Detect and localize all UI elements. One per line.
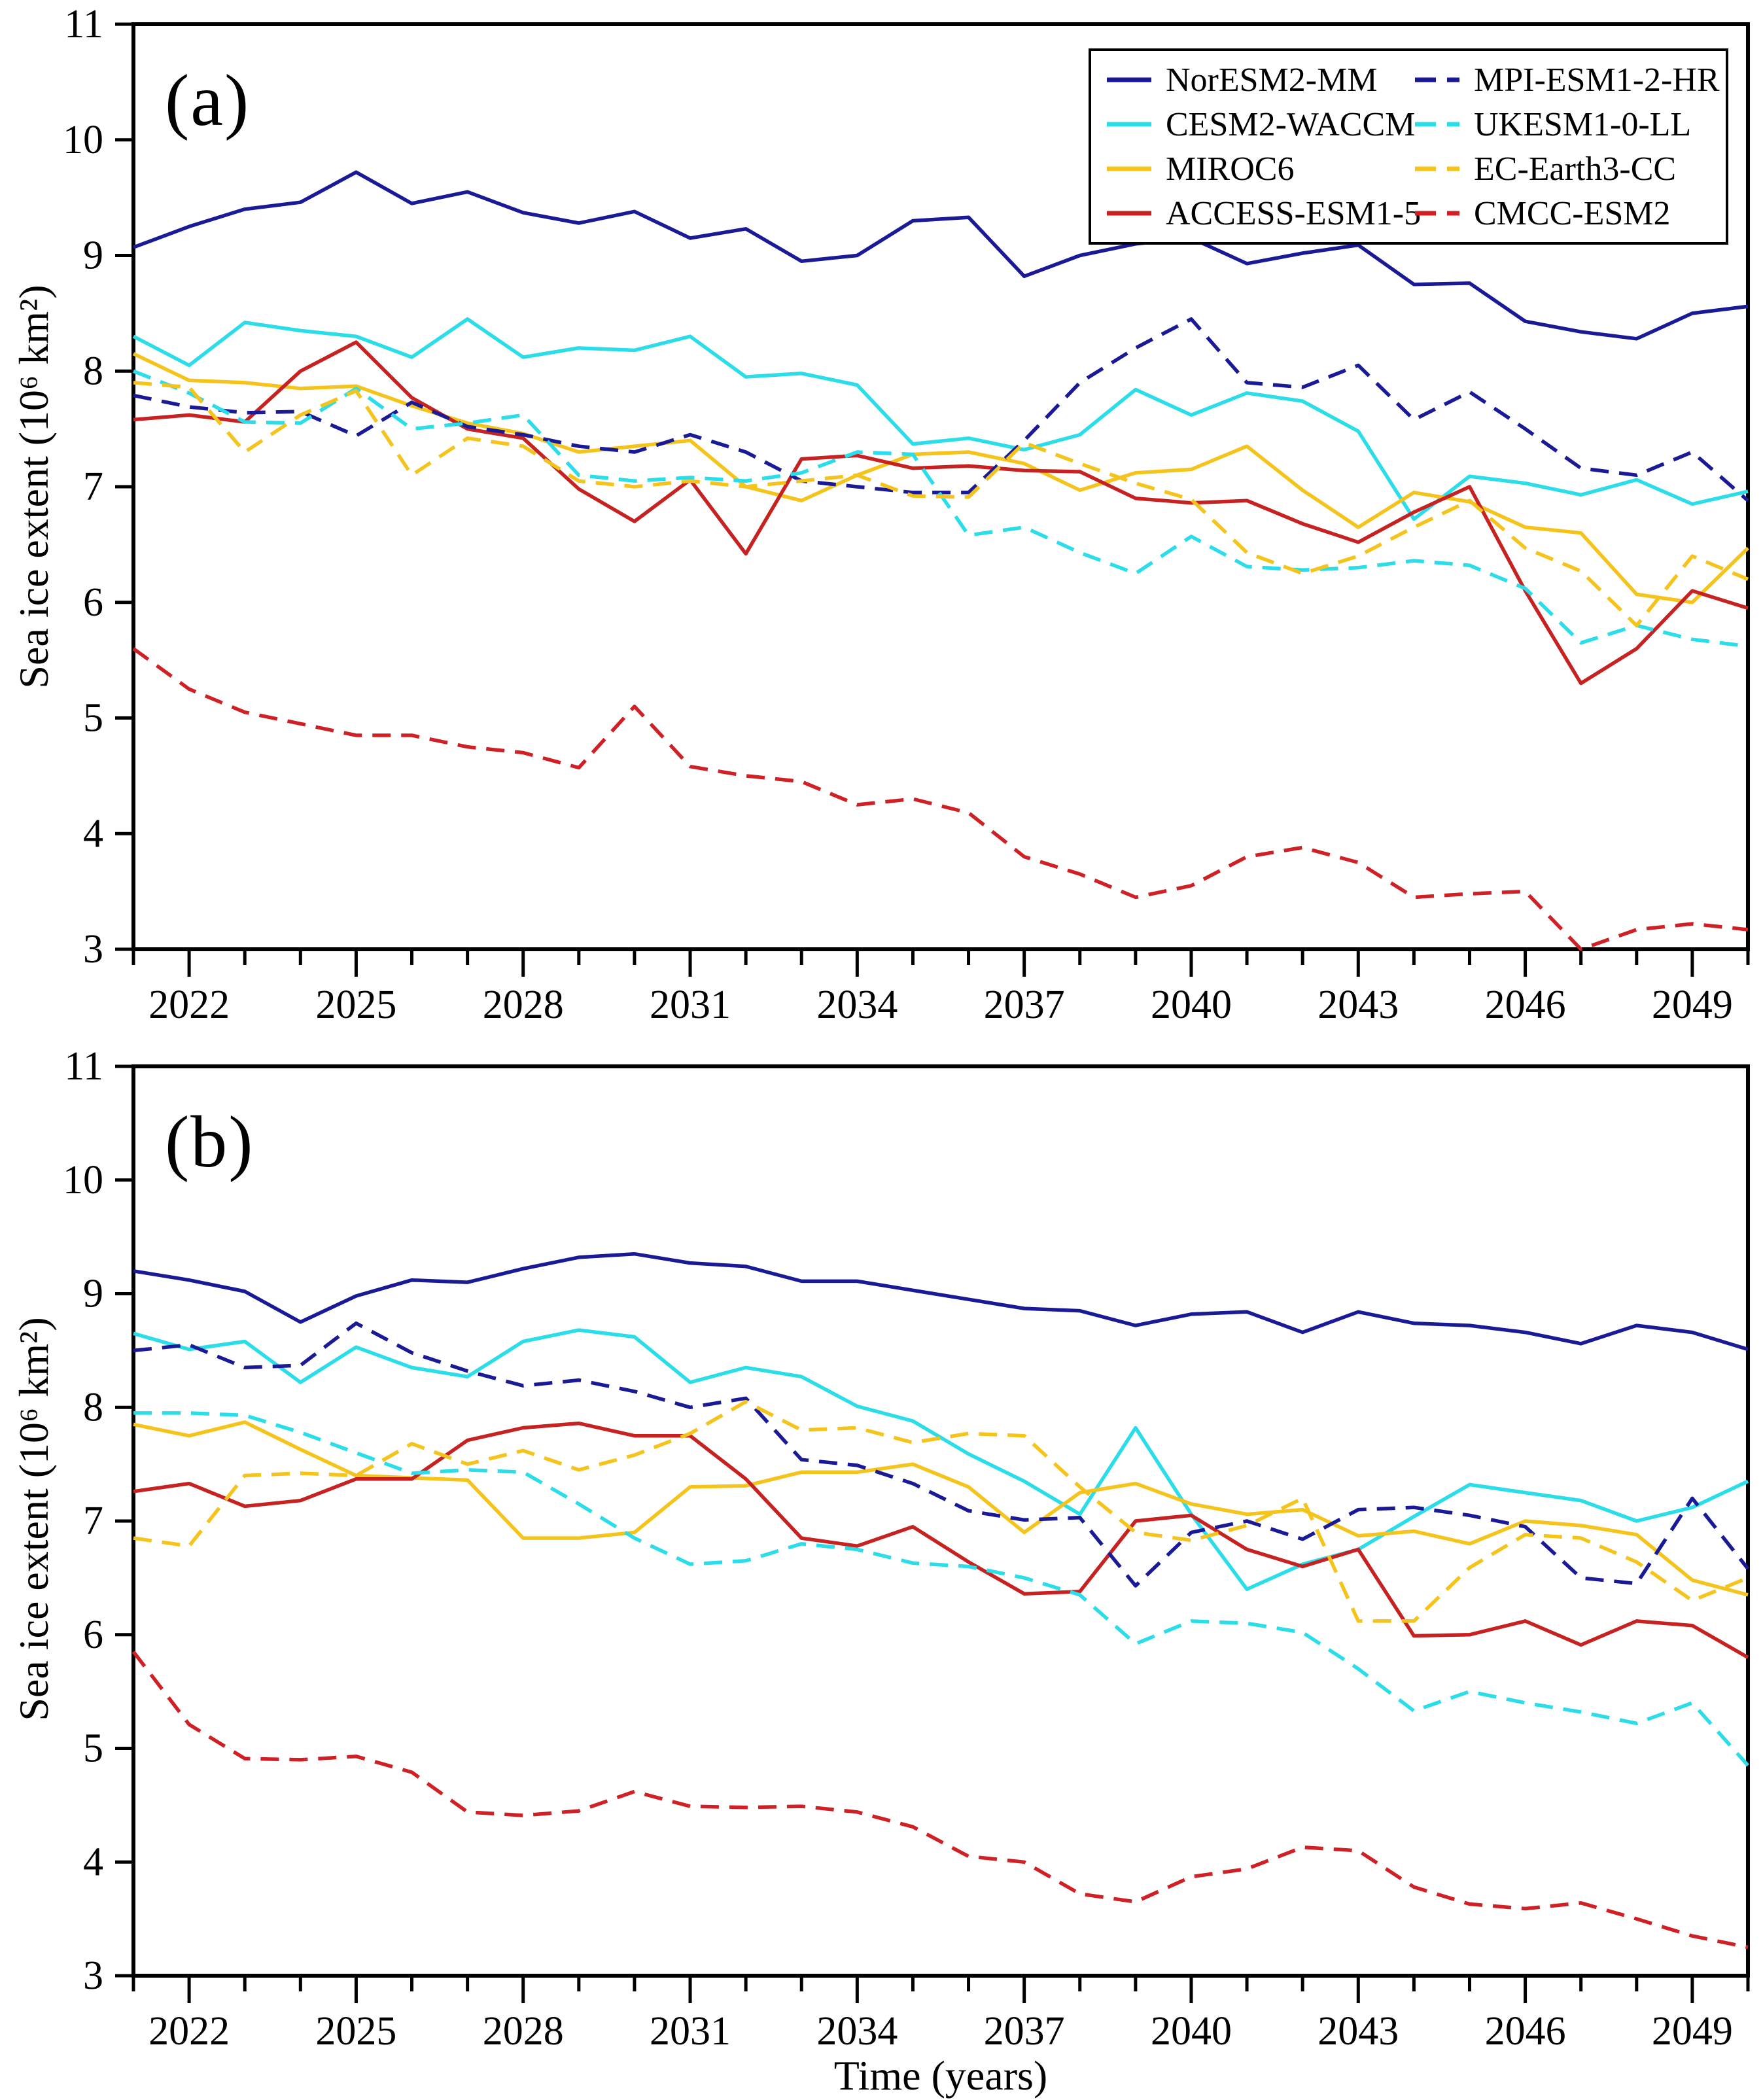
y-tick-label: 8 — [83, 349, 103, 393]
series-line-NorESM2-MM — [133, 1251, 1749, 1352]
x-tick-label: 2043 — [1318, 2009, 1399, 2054]
legend-item-ukesm1-0-ll: UKESM1-0-LL — [1414, 102, 1722, 147]
legend-item-access-esm1-5: ACCESS-ESM1-5 — [1106, 191, 1421, 236]
panel-b-letter: (b) — [165, 1102, 254, 1183]
x-tick-label: 2049 — [1652, 2009, 1733, 2054]
series-line-ACCESS-ESM1-5 — [133, 340, 1749, 686]
x-tick-label: 2034 — [816, 983, 898, 1027]
series-line-CMCC-ESM2 — [131, 1651, 1749, 1950]
x-tick-label: 2022 — [148, 2009, 230, 2054]
series-line-NorESM2-MM — [133, 170, 1749, 341]
legend-line-dashed-navy — [1415, 77, 1459, 82]
legend-label: MPI-ESM1-2-HR — [1474, 61, 1720, 99]
series-line-MIROC6 — [133, 1420, 1749, 1597]
x-tick-label: 2046 — [1485, 2009, 1566, 2054]
x-tick-label: 2040 — [1151, 983, 1232, 1027]
series-line-MIROC6 — [132, 352, 1749, 604]
x-tick-label: 2037 — [984, 2009, 1065, 2054]
x-tick-label: 2022 — [148, 983, 230, 1027]
y-tick-label: 5 — [83, 696, 103, 741]
legend-item-cesm2-waccm: CESM2-WACCM — [1106, 102, 1416, 147]
y-tick-label: 7 — [83, 464, 103, 509]
x-tick-label: 2031 — [650, 2009, 731, 2054]
x-axis-label: Time (years) — [833, 2052, 1048, 2099]
x-tick-label: 2049 — [1652, 983, 1733, 1027]
legend-line-dashed-gold — [1415, 166, 1459, 171]
legend-label: EC-Earth3-CC — [1474, 150, 1677, 188]
legend-item-cmcc-esm2: CMCC-ESM2 — [1414, 191, 1722, 236]
y-tick-label: 10 — [63, 118, 103, 162]
y-tick-label: 11 — [64, 2, 103, 46]
y-tick-label: 8 — [83, 1385, 103, 1429]
x-tick-label: 2037 — [984, 983, 1065, 1027]
legend-label: NorESM2-MM — [1166, 61, 1378, 99]
x-tick-label: 2028 — [483, 2009, 564, 2054]
series-line-ACCESS-ESM1-5 — [133, 1421, 1749, 1659]
x-tick-label: 2028 — [483, 983, 564, 1027]
x-tick-label: 2034 — [816, 2009, 898, 2054]
legend-line-solid-gold — [1107, 166, 1151, 171]
legend-line-solid-red — [1107, 211, 1151, 216]
y-tick-label: 7 — [83, 1499, 103, 1543]
panel-b: 3 4 5 6 7 8 9 10 11 2022 2025 2028 2031 2034 2037 2040 2… — [63, 1044, 1750, 2054]
y-tick-label: 6 — [83, 580, 103, 625]
y-tick-label: 9 — [83, 1272, 103, 1316]
series-line-MPI-ESM1-2-HR — [133, 1321, 1750, 1588]
series-line-EC-Earth3-CC — [133, 1399, 1749, 1623]
y-axis-label-panel-a: Sea ice extent (10⁶ km²) — [10, 285, 57, 689]
x-tick-label: 2040 — [1151, 2009, 1232, 2054]
series-line-CMCC-ESM2 — [132, 647, 1749, 951]
legend-item-mpi-esm1-2-hr: MPI-ESM1-2-HR — [1414, 58, 1722, 102]
legend-label: CMCC-ESM2 — [1474, 194, 1671, 232]
legend-label: CESM2-WACCM — [1166, 105, 1416, 143]
series-line-MPI-ESM1-2-HR — [133, 317, 1749, 502]
x-tick-label: 2046 — [1485, 983, 1566, 1027]
legend-label: MIROC6 — [1166, 150, 1295, 188]
y-tick-label: 4 — [83, 1840, 103, 1884]
x-tick-label: 2025 — [315, 2009, 396, 2054]
x-tick-label: 2025 — [315, 983, 396, 1027]
x-tick-label: 2043 — [1318, 983, 1399, 1027]
legend-line-solid-cyan — [1107, 122, 1151, 127]
y-axis-label-panel-b: Sea ice extent (10⁶ km²) — [10, 1317, 57, 1721]
panel-a: 3 4 5 6 7 8 9 10 11 2022 2025 2028 2031 2034 2037 2040 2… — [63, 2, 1750, 1027]
x-tick-label: 2031 — [650, 983, 731, 1027]
y-tick-label: 4 — [83, 811, 103, 856]
legend-label: ACCESS-ESM1-5 — [1166, 194, 1422, 232]
legend-item-ec-earth3-cc: EC-Earth3-CC — [1414, 147, 1722, 191]
y-tick-label: 6 — [83, 1613, 103, 1657]
panel-a-letter: (a) — [165, 60, 251, 141]
series-line-CESM2-WACCM — [132, 317, 1749, 521]
y-tick-label: 10 — [63, 1158, 103, 1202]
series-line-UKESM1-0-LL — [132, 369, 1749, 648]
legend-label: UKESM1-0-LL — [1474, 105, 1692, 143]
series-line-CESM2-WACCM — [133, 1328, 1749, 1592]
series-line-UKESM1-0-LL — [133, 1411, 1750, 1767]
legend-box: NorESM2-MM CESM2-WACCM MIROC6 ACCESS-ESM… — [1089, 48, 1728, 245]
y-tick-label: 5 — [83, 1726, 103, 1771]
legend-line-dashed-cyan — [1415, 122, 1459, 127]
series-line-EC-Earth3-CC — [133, 381, 1749, 627]
y-tick-label: 11 — [64, 1044, 103, 1089]
y-tick-label: 3 — [83, 1953, 103, 1998]
legend-item-noresm2-mm: NorESM2-MM — [1106, 58, 1414, 102]
y-tick-label: 9 — [83, 234, 103, 278]
legend-item-miroc6: MIROC6 — [1106, 147, 1414, 191]
legend-line-dashed-red — [1415, 211, 1459, 216]
legend-line-solid-navy — [1107, 77, 1151, 82]
y-tick-label: 3 — [83, 927, 103, 971]
